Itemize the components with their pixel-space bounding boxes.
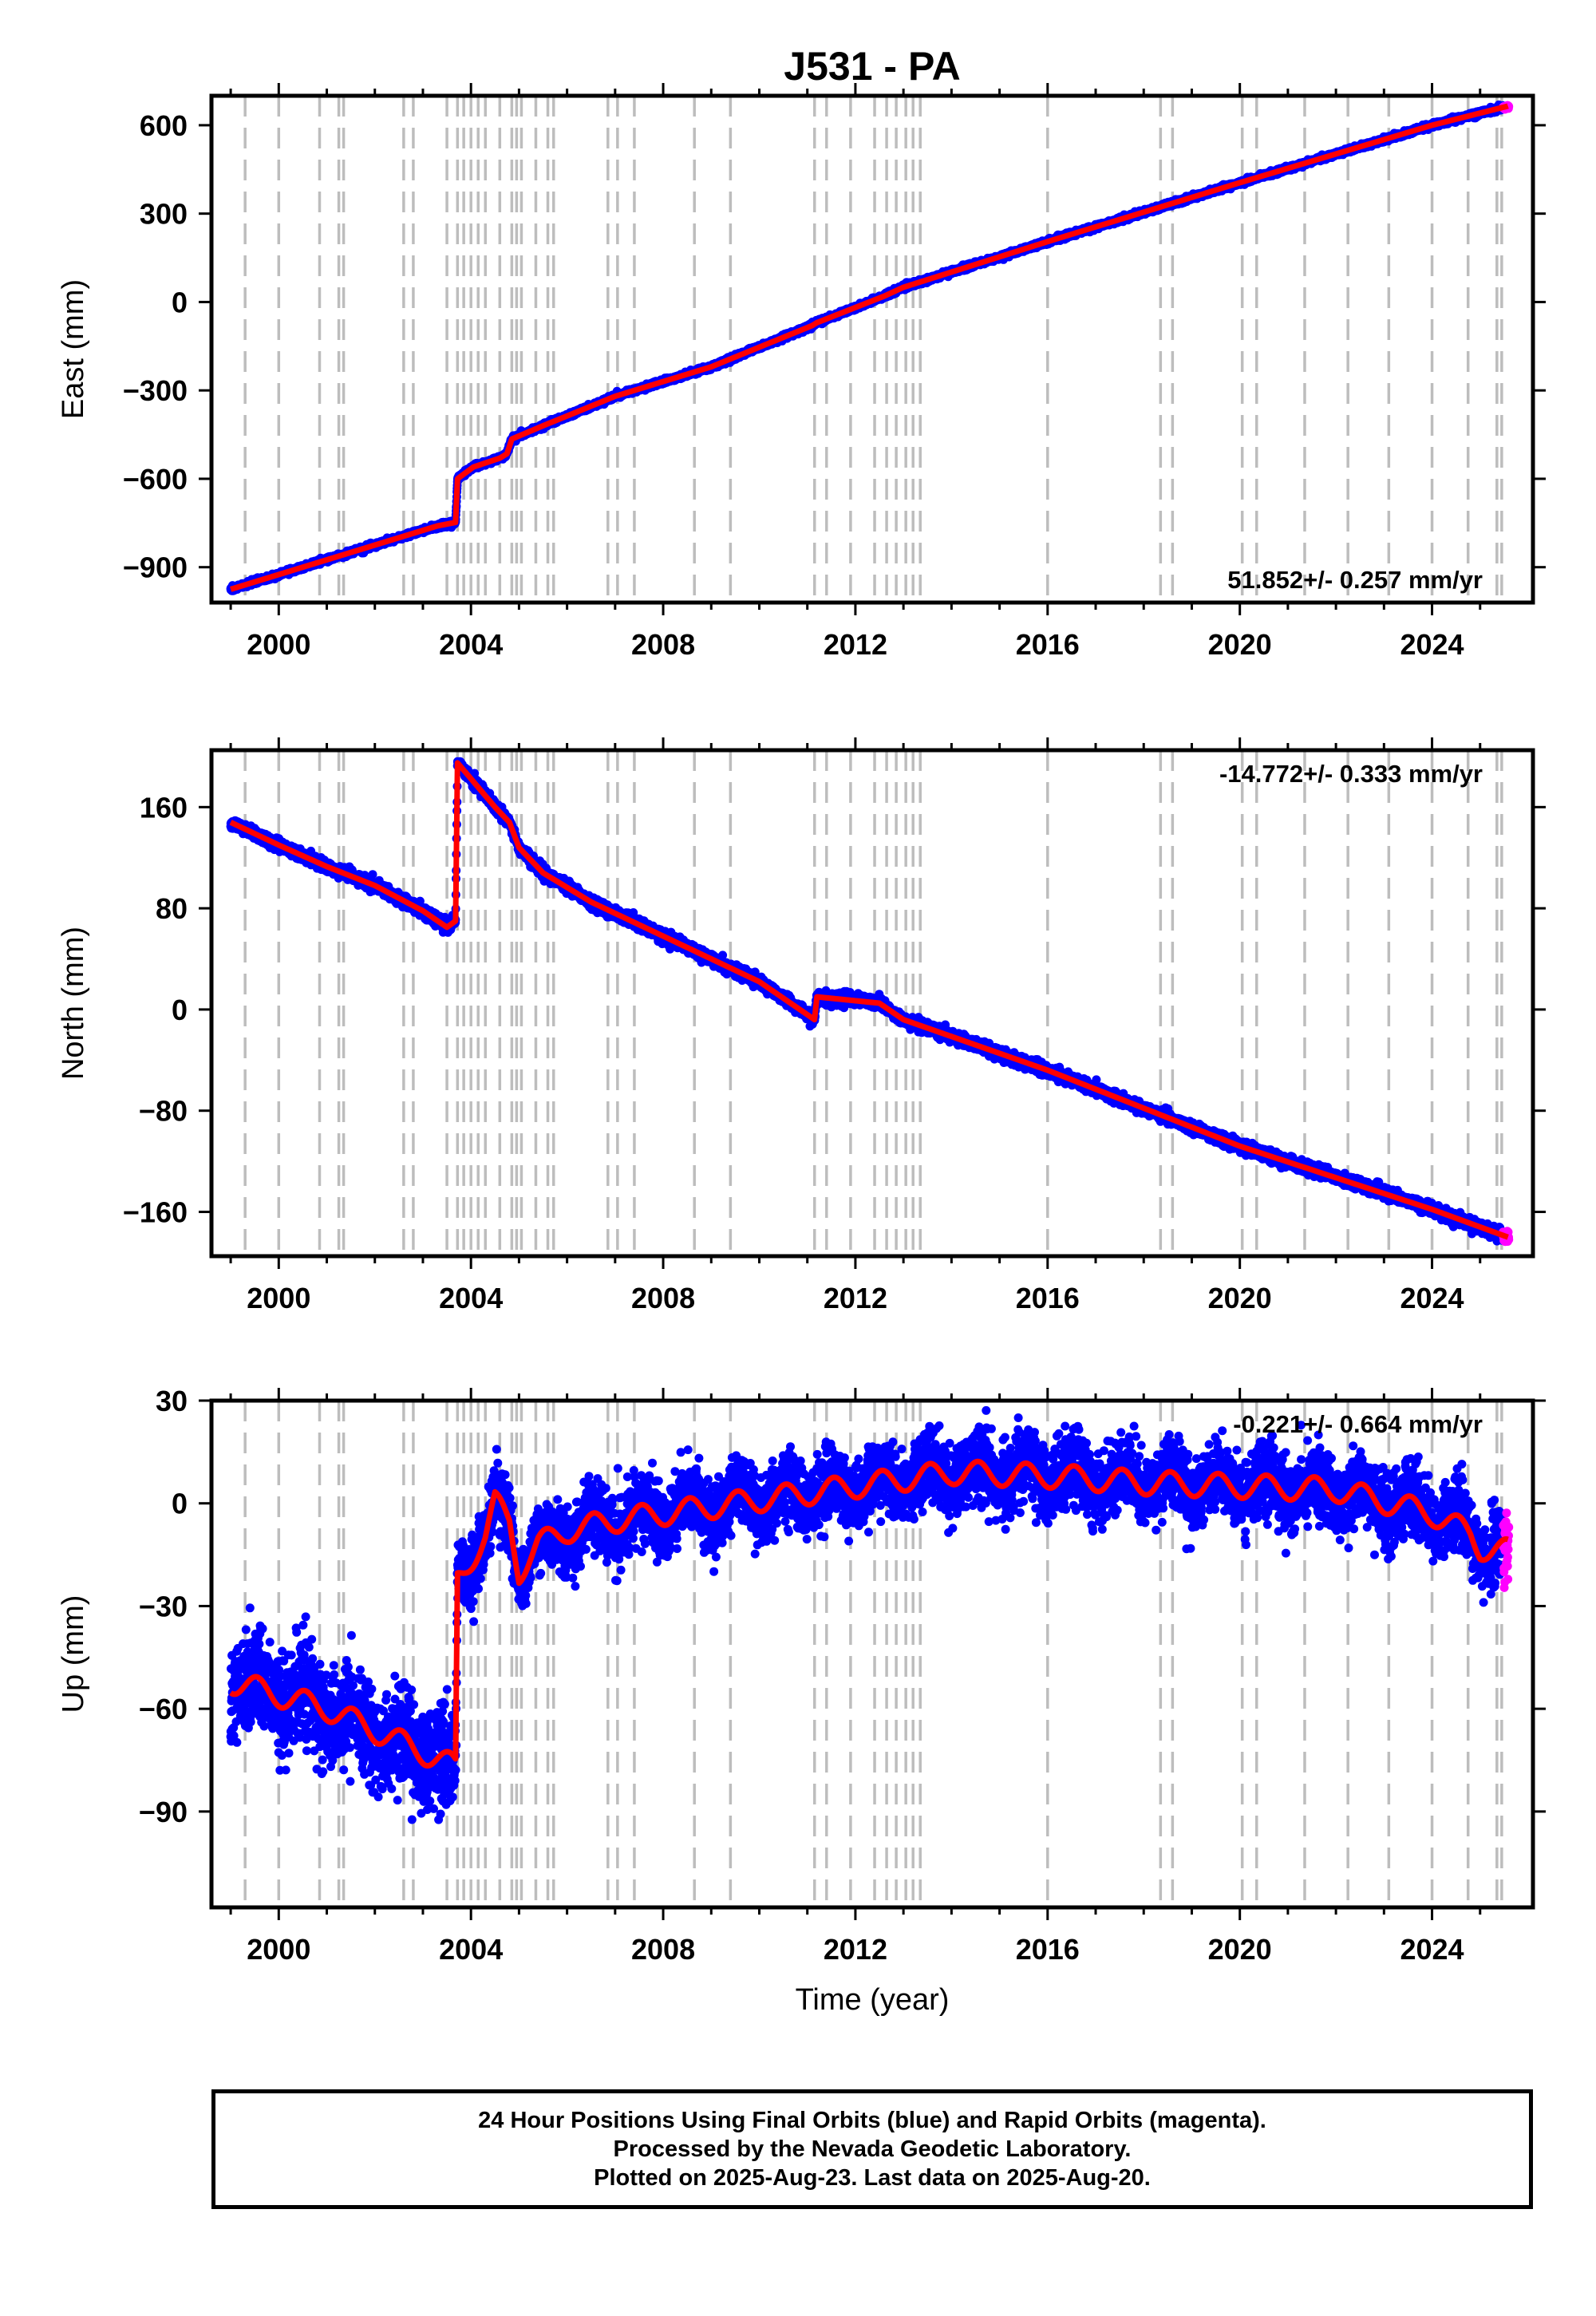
east-plot-area bbox=[226, 96, 1514, 603]
east-scatter-points bbox=[226, 100, 1514, 595]
chart-title: J531 - PA bbox=[784, 44, 960, 89]
